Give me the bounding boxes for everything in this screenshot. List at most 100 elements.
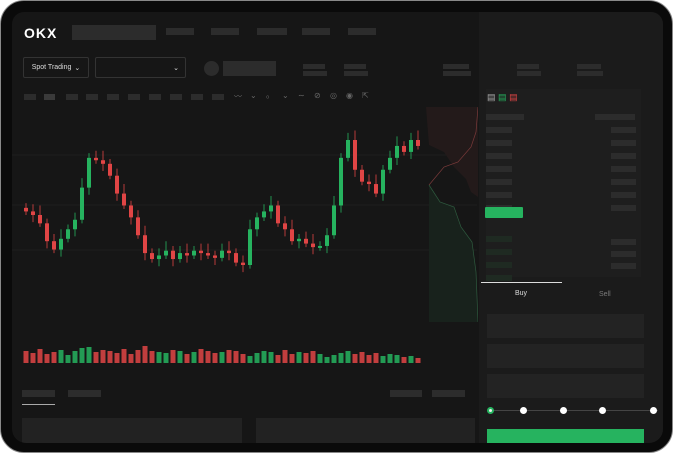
volume-bar [415, 358, 421, 363]
timeframe-button[interactable] [24, 94, 36, 100]
candle-body [241, 262, 245, 265]
tab-open-orders[interactable] [22, 390, 55, 397]
ask-size [611, 127, 636, 133]
chart-tool-icon[interactable]: ⌄ [282, 91, 289, 100]
slider-stop[interactable] [599, 407, 606, 414]
timeframe-button[interactable] [107, 94, 119, 100]
bids-view-icon[interactable]: ▤ [498, 92, 507, 102]
orderbook-view-icons[interactable]: ▤ ▤ ▤ [487, 92, 518, 103]
chevron-down-icon: ⌄ [74, 64, 81, 72]
chart-tool-icon[interactable]: ◉ [346, 91, 353, 100]
tab-sell[interactable]: Sell [599, 291, 611, 298]
last-price [485, 207, 523, 218]
filter-button[interactable] [432, 390, 465, 397]
timeframe-button[interactable] [191, 94, 203, 100]
volume-bar [205, 351, 211, 363]
candle-body [94, 157, 98, 161]
timeframe-button[interactable] [44, 94, 55, 100]
volume-bar [72, 351, 78, 363]
candle-body [59, 238, 63, 250]
price-input[interactable] [487, 314, 644, 338]
slider-stop[interactable] [560, 407, 567, 414]
orders-panel [22, 418, 242, 443]
candle-body [164, 250, 168, 256]
bid-price [486, 236, 512, 242]
bid-size [611, 251, 636, 257]
stat-value [517, 71, 541, 76]
stat-label [303, 64, 325, 69]
volume-bar [247, 356, 253, 363]
candlestick-chart[interactable] [12, 100, 477, 370]
both-view-icon[interactable]: ▤ [487, 92, 496, 102]
volume-bar [30, 353, 36, 363]
tab-history[interactable] [68, 390, 101, 397]
candle-body [136, 217, 140, 236]
candle-body [332, 205, 336, 236]
volume-bar [177, 351, 183, 363]
volume-bar [100, 350, 106, 363]
chart-tool-icon[interactable]: ∼ [298, 91, 305, 100]
candle-body [360, 169, 364, 182]
total-input[interactable] [487, 374, 644, 398]
asks-view-icon[interactable]: ▤ [509, 92, 518, 102]
ask-size [611, 192, 636, 198]
timeframe-button[interactable] [128, 94, 140, 100]
candle-body [339, 157, 343, 206]
timeframe-button[interactable] [170, 94, 182, 100]
candle-body [171, 250, 175, 260]
candle-body [227, 250, 231, 254]
amount-input[interactable] [487, 344, 644, 368]
volume-bar [289, 354, 295, 363]
volume-bar [114, 353, 120, 363]
timeframe-button[interactable] [149, 94, 161, 100]
volume-bar [93, 352, 99, 363]
search-bar[interactable] [72, 25, 156, 40]
ask-size [611, 179, 636, 185]
nav-item[interactable] [348, 28, 376, 35]
candle-body [38, 215, 42, 224]
candle-body [416, 140, 420, 146]
volume-bar [401, 357, 407, 363]
timeframe-button[interactable] [86, 94, 98, 100]
candle-body [248, 229, 252, 265]
candle-body [122, 193, 126, 206]
chart-tool-icon[interactable]: ⊘ [314, 91, 321, 100]
depth-chart [426, 107, 478, 323]
chart-tool-icon[interactable]: 〰 [234, 92, 242, 101]
chart-tool-icon[interactable]: ⇱ [362, 91, 369, 100]
candle-body [73, 219, 77, 230]
market-type-dropdown[interactable]: Spot Trading ⌄ [23, 57, 89, 78]
ask-price [486, 153, 512, 159]
timeframe-button[interactable] [66, 94, 78, 100]
candle-body [395, 145, 399, 158]
pair-dropdown[interactable]: ⌄ [95, 57, 186, 78]
volume-bar [373, 353, 379, 363]
candle-body [269, 205, 273, 212]
buy-button[interactable] [487, 429, 644, 443]
timeframe-button[interactable] [212, 94, 224, 100]
volume-bar [366, 355, 372, 363]
chart-tool-icon[interactable]: ⌄ [250, 91, 257, 100]
nav-item[interactable] [257, 28, 287, 35]
volume-bar [142, 346, 148, 363]
slider-stop[interactable] [520, 407, 527, 414]
volume-bar [338, 353, 344, 363]
nav-item[interactable] [211, 28, 239, 35]
chart-tool-icon[interactable]: ₀ [266, 91, 270, 100]
volume-bar [296, 352, 302, 363]
candle-body [66, 229, 70, 239]
chart-tool-icon[interactable]: ◎ [330, 91, 337, 100]
candle-body [31, 211, 35, 215]
slider-stop[interactable] [487, 407, 494, 414]
nav-item[interactable] [302, 28, 330, 35]
tab-buy[interactable]: Buy [515, 290, 528, 297]
amount-slider-track[interactable] [490, 410, 658, 411]
candle-body [143, 235, 147, 254]
nav-item[interactable] [166, 28, 194, 35]
slider-stop[interactable] [650, 407, 657, 414]
trading-screen: OKX Spot Trading ⌄ ⌄ ▤ ▤ ▤ Buy Sell 〰 ⌄ ₀ ⌄… [12, 12, 663, 443]
volume-bar [226, 350, 232, 363]
volume-bar [37, 349, 43, 363]
filter-button[interactable] [390, 390, 422, 397]
candle-body [206, 253, 210, 256]
